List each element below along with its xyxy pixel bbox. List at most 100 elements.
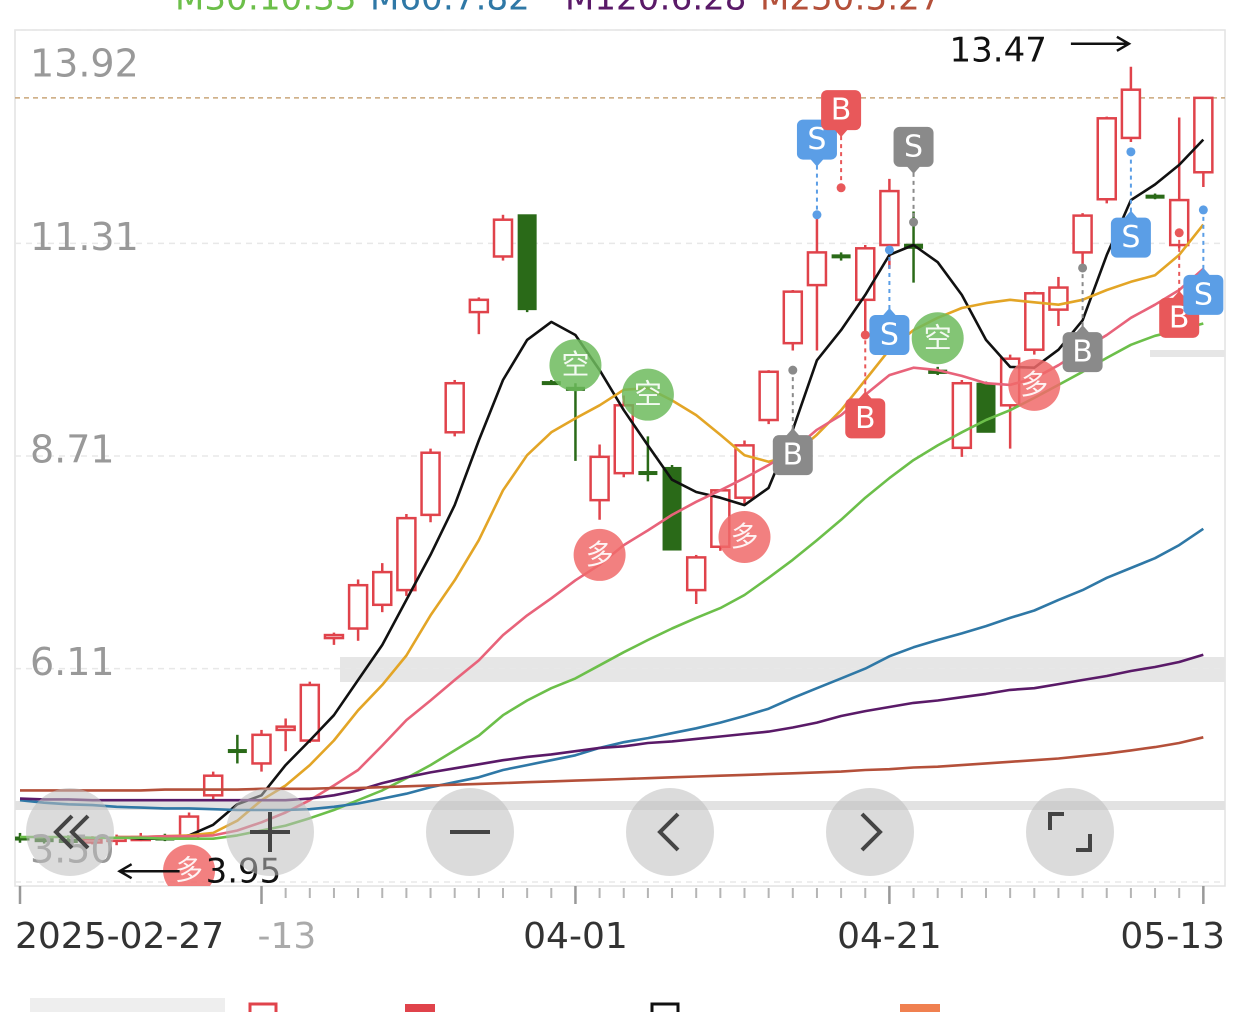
- candle-body: [782, 290, 804, 345]
- signal-dot: [860, 330, 870, 340]
- icon[interactable]: [657, 812, 680, 852]
- candle-body: [420, 451, 441, 517]
- signal-circle: [1008, 358, 1061, 411]
- footer-swatch: [405, 1004, 435, 1012]
- candle-body: [1096, 117, 1117, 201]
- signal-badge: [893, 126, 934, 167]
- candle-body: [227, 749, 247, 754]
- icon[interactable]: [53, 814, 90, 850]
- band: [1150, 350, 1225, 357]
- max-label: 13.47: [950, 30, 1047, 70]
- signal-text: B: [855, 401, 876, 436]
- signal-dot: [788, 365, 798, 375]
- icon[interactable]: [1048, 812, 1092, 852]
- candle-body: [589, 455, 610, 502]
- candle-body: [396, 516, 417, 592]
- icon[interactable]: [860, 812, 883, 852]
- candle-body: [347, 583, 369, 630]
- next-button[interactable]: [826, 788, 914, 876]
- candle-body: [855, 247, 876, 302]
- candle-body: [831, 254, 851, 259]
- signal-badge: [772, 435, 813, 476]
- candle-body: [275, 725, 296, 732]
- candle-body: [444, 381, 465, 434]
- legend-entry: M60:7.82: [370, 0, 530, 19]
- signal-pointer: [1196, 267, 1211, 276]
- candle-body: [1024, 292, 1045, 351]
- candle-body: [372, 570, 393, 607]
- max-arrow: [1070, 35, 1132, 52]
- signal-circle: [911, 312, 964, 365]
- footer-box: [30, 998, 225, 1012]
- signal-badge: [869, 314, 910, 355]
- icon[interactable]: [250, 812, 290, 852]
- candles: [15, 66, 1214, 846]
- button-bg[interactable]: [1026, 788, 1114, 876]
- signal-pointer: [858, 391, 873, 400]
- signal-dot: [1198, 205, 1208, 215]
- signal-circle: [621, 368, 674, 421]
- signal-dot: [909, 217, 919, 227]
- signal-pointer: [785, 428, 800, 437]
- candle-body: [1145, 194, 1165, 199]
- y-tick-label: 13.92: [30, 42, 139, 86]
- candle-body: [1048, 286, 1069, 311]
- ma-line: [20, 736, 1204, 792]
- prev-button[interactable]: [626, 788, 714, 876]
- legend-entry: M250:5.27: [760, 0, 941, 19]
- signal-pointer: [1172, 290, 1187, 299]
- signal-text: 多: [175, 854, 203, 887]
- signal-dot: [836, 183, 846, 193]
- signal-text: 多: [586, 538, 614, 571]
- signal-text: S: [904, 129, 923, 164]
- highlight-bands: [15, 350, 1225, 810]
- candle-body: [1120, 88, 1142, 140]
- signal-text: 空: [634, 378, 662, 411]
- candle-body: [976, 382, 996, 433]
- scroll-left-button[interactable]: [26, 788, 114, 876]
- x-tick-label: 05-13: [1120, 916, 1225, 957]
- signal-dot: [1078, 263, 1088, 273]
- y-tick-label: 11.31: [30, 215, 139, 259]
- candle-body: [758, 370, 779, 422]
- signal-pointer: [882, 307, 897, 316]
- signal-dot: [1174, 228, 1184, 238]
- signal-badge: [1110, 217, 1151, 258]
- signal-circle: [718, 510, 771, 563]
- button-bg[interactable]: [626, 788, 714, 876]
- candle-body: [468, 298, 490, 314]
- y-tick-label: 8.71: [30, 428, 115, 472]
- signal-pointer: [1123, 210, 1138, 219]
- zoom-out-button[interactable]: [426, 788, 514, 876]
- candle-body: [1193, 96, 1214, 174]
- candle-body: [1168, 198, 1190, 247]
- candle-body: [638, 471, 658, 476]
- signal-text: B: [783, 438, 804, 473]
- x-tick-label: 2025-02-27: [15, 916, 224, 957]
- signal-circle: [573, 528, 626, 581]
- zoom-in-button[interactable]: [226, 788, 314, 876]
- signal-badge: [821, 90, 862, 131]
- signal-badge: [1062, 332, 1103, 373]
- band: [340, 657, 1225, 682]
- ma-line: [20, 322, 1204, 840]
- signal-dot: [812, 210, 822, 220]
- fullscreen-button[interactable]: [1026, 788, 1114, 876]
- x-tick-label: -13: [258, 916, 317, 957]
- y-tick-label: 6.11: [30, 640, 115, 684]
- signal-text: 多: [1020, 368, 1048, 401]
- candle-body: [1072, 214, 1093, 254]
- signal-dot: [884, 245, 894, 255]
- candle-body: [517, 214, 537, 311]
- ma-line: [19, 653, 1204, 802]
- candle-body: [202, 774, 224, 797]
- toolbar: [26, 788, 1114, 876]
- candle-body: [734, 444, 755, 499]
- signal-text: 空: [924, 321, 952, 354]
- signal-text: S: [807, 122, 826, 157]
- signal-pointer: [1075, 325, 1090, 334]
- button-bg[interactable]: [826, 788, 914, 876]
- candle-body: [879, 189, 900, 247]
- signal-text: B: [1072, 335, 1093, 370]
